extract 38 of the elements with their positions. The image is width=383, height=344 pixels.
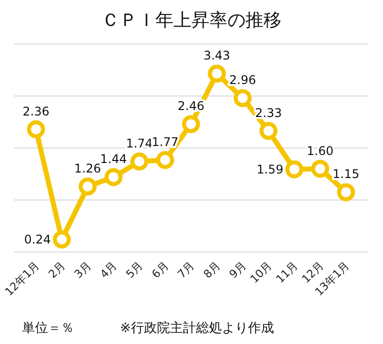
x-tick-label: 7月 <box>175 258 198 281</box>
x-tick-label: 5月 <box>124 258 146 281</box>
point <box>285 160 304 178</box>
text: 単位＝％ <box>22 321 74 336</box>
point <box>337 183 355 202</box>
x-tick-label: 8月 <box>201 258 223 281</box>
point <box>156 150 174 169</box>
data-label: 1.74 <box>126 136 153 151</box>
data-label: 2.36 <box>22 104 50 118</box>
data-label: 1.15 <box>332 167 360 182</box>
x-tick-label: 4月 <box>98 258 120 281</box>
data-label: 1.44 <box>100 152 127 166</box>
point <box>130 152 148 171</box>
point <box>104 168 122 186</box>
data-label: 0.24 <box>24 232 51 247</box>
point <box>311 160 330 178</box>
x-tick-label: 2月 <box>46 258 68 281</box>
point <box>78 177 97 196</box>
x-tick-label: 12年1月 <box>2 258 42 299</box>
point <box>234 89 252 108</box>
text: ※行政院主計総処より作成 <box>120 320 274 336</box>
point <box>182 115 200 134</box>
chart-title: ＣＰＩ年上昇率の推移 <box>102 10 282 31</box>
point <box>27 120 45 138</box>
data-label: 1.59 <box>256 162 284 176</box>
x-tick-label: 6月 <box>149 258 172 281</box>
data-label: 2.96 <box>229 73 256 88</box>
x-tick-label: 10月 <box>248 258 275 286</box>
x-tick-label: 3月 <box>72 258 94 281</box>
point <box>260 122 278 140</box>
x-tick-label: 11月 <box>274 258 300 286</box>
data-label: 1.26 <box>74 161 102 176</box>
point <box>52 230 71 249</box>
data-label: 3.43 <box>203 48 230 63</box>
point <box>208 64 226 83</box>
x-tick-label: 9月 <box>226 258 249 281</box>
data-label: 1.60 <box>306 144 334 158</box>
data-label: 2.33 <box>255 106 282 120</box>
